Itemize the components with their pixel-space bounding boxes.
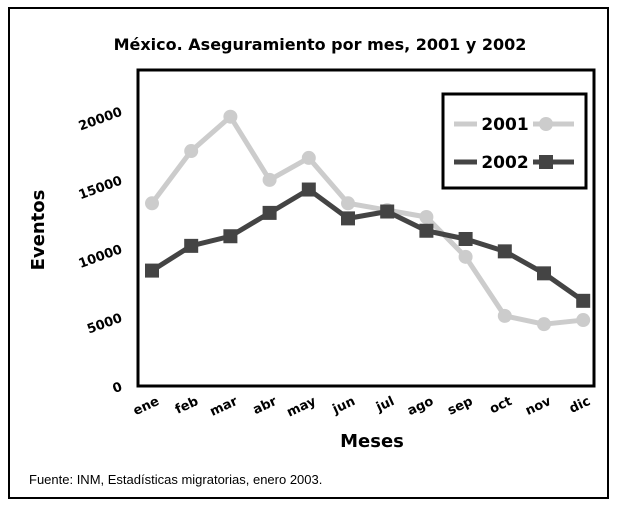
data-point-2002	[145, 263, 159, 278]
data-point-2001	[184, 144, 199, 159]
x-tick-label: feb	[173, 394, 201, 418]
data-point-2002	[341, 211, 355, 226]
y-tick-label: 5000	[85, 311, 124, 337]
data-point-2001	[576, 313, 591, 328]
x-tick-label: mar	[208, 394, 241, 420]
y-tick-label: 15000	[77, 174, 125, 204]
x-ticks: ene feb mar abr may jun jul ago sep oct nov dic	[131, 394, 593, 421]
data-point-2002	[380, 204, 395, 219]
data-point-2001	[262, 172, 277, 187]
data-point-2002	[537, 266, 551, 281]
data-point-2001	[301, 150, 316, 165]
data-point-2002	[419, 223, 434, 238]
legend-label: 2001	[481, 115, 528, 135]
x-axis-label: Meses	[340, 431, 404, 452]
chart-title: México. Aseguramiento por mes, 2001 y 20…	[114, 35, 527, 54]
data-point-2001	[497, 308, 512, 323]
legend-label-bg	[477, 150, 533, 174]
x-tick-label: oct	[487, 394, 514, 417]
y-tick-label: 0	[111, 380, 125, 397]
data-point-2001	[458, 249, 473, 264]
data-point-2002	[576, 293, 591, 308]
data-point-2001	[223, 109, 238, 124]
plot-area	[136, 68, 596, 388]
x-tick-label: abr	[251, 394, 280, 418]
legend-label-bg	[477, 112, 533, 136]
x-tick-label: sep	[446, 394, 476, 419]
x-tick-label: jul	[373, 394, 397, 416]
legend-marker	[539, 155, 553, 169]
x-tick-label: dic	[567, 394, 593, 417]
series-group	[145, 109, 591, 332]
legend: 2001 2002	[441, 92, 588, 190]
y-tick-label: 10000	[77, 242, 125, 272]
x-tick-label: nov	[523, 394, 554, 419]
data-point-2002	[497, 244, 512, 259]
source-note: Fuente: INM, Estadísticas migratorias, e…	[29, 472, 323, 487]
x-tick-label: ene	[131, 394, 162, 419]
y-axis-label: Eventos	[28, 190, 49, 271]
data-point-2001	[537, 317, 551, 332]
legend-label: 2002	[481, 153, 528, 173]
data-point-2002	[301, 182, 316, 197]
x-tick-label: may	[285, 394, 319, 421]
data-point-2002	[458, 231, 473, 246]
data-point-2001	[341, 196, 355, 211]
y-ticks: 0 5000 10000 15000 20000	[77, 105, 125, 397]
chart-frame	[8, 7, 609, 499]
data-point-2001	[145, 196, 159, 211]
x-tick-label: ago	[405, 394, 436, 419]
data-point-2002	[184, 238, 199, 253]
legend-marker	[539, 117, 553, 131]
data-point-2002	[262, 205, 277, 220]
y-tick-label: 20000	[77, 105, 125, 135]
data-point-2001	[419, 210, 434, 225]
x-tick-label: jun	[330, 394, 358, 418]
data-point-2002	[223, 229, 238, 244]
